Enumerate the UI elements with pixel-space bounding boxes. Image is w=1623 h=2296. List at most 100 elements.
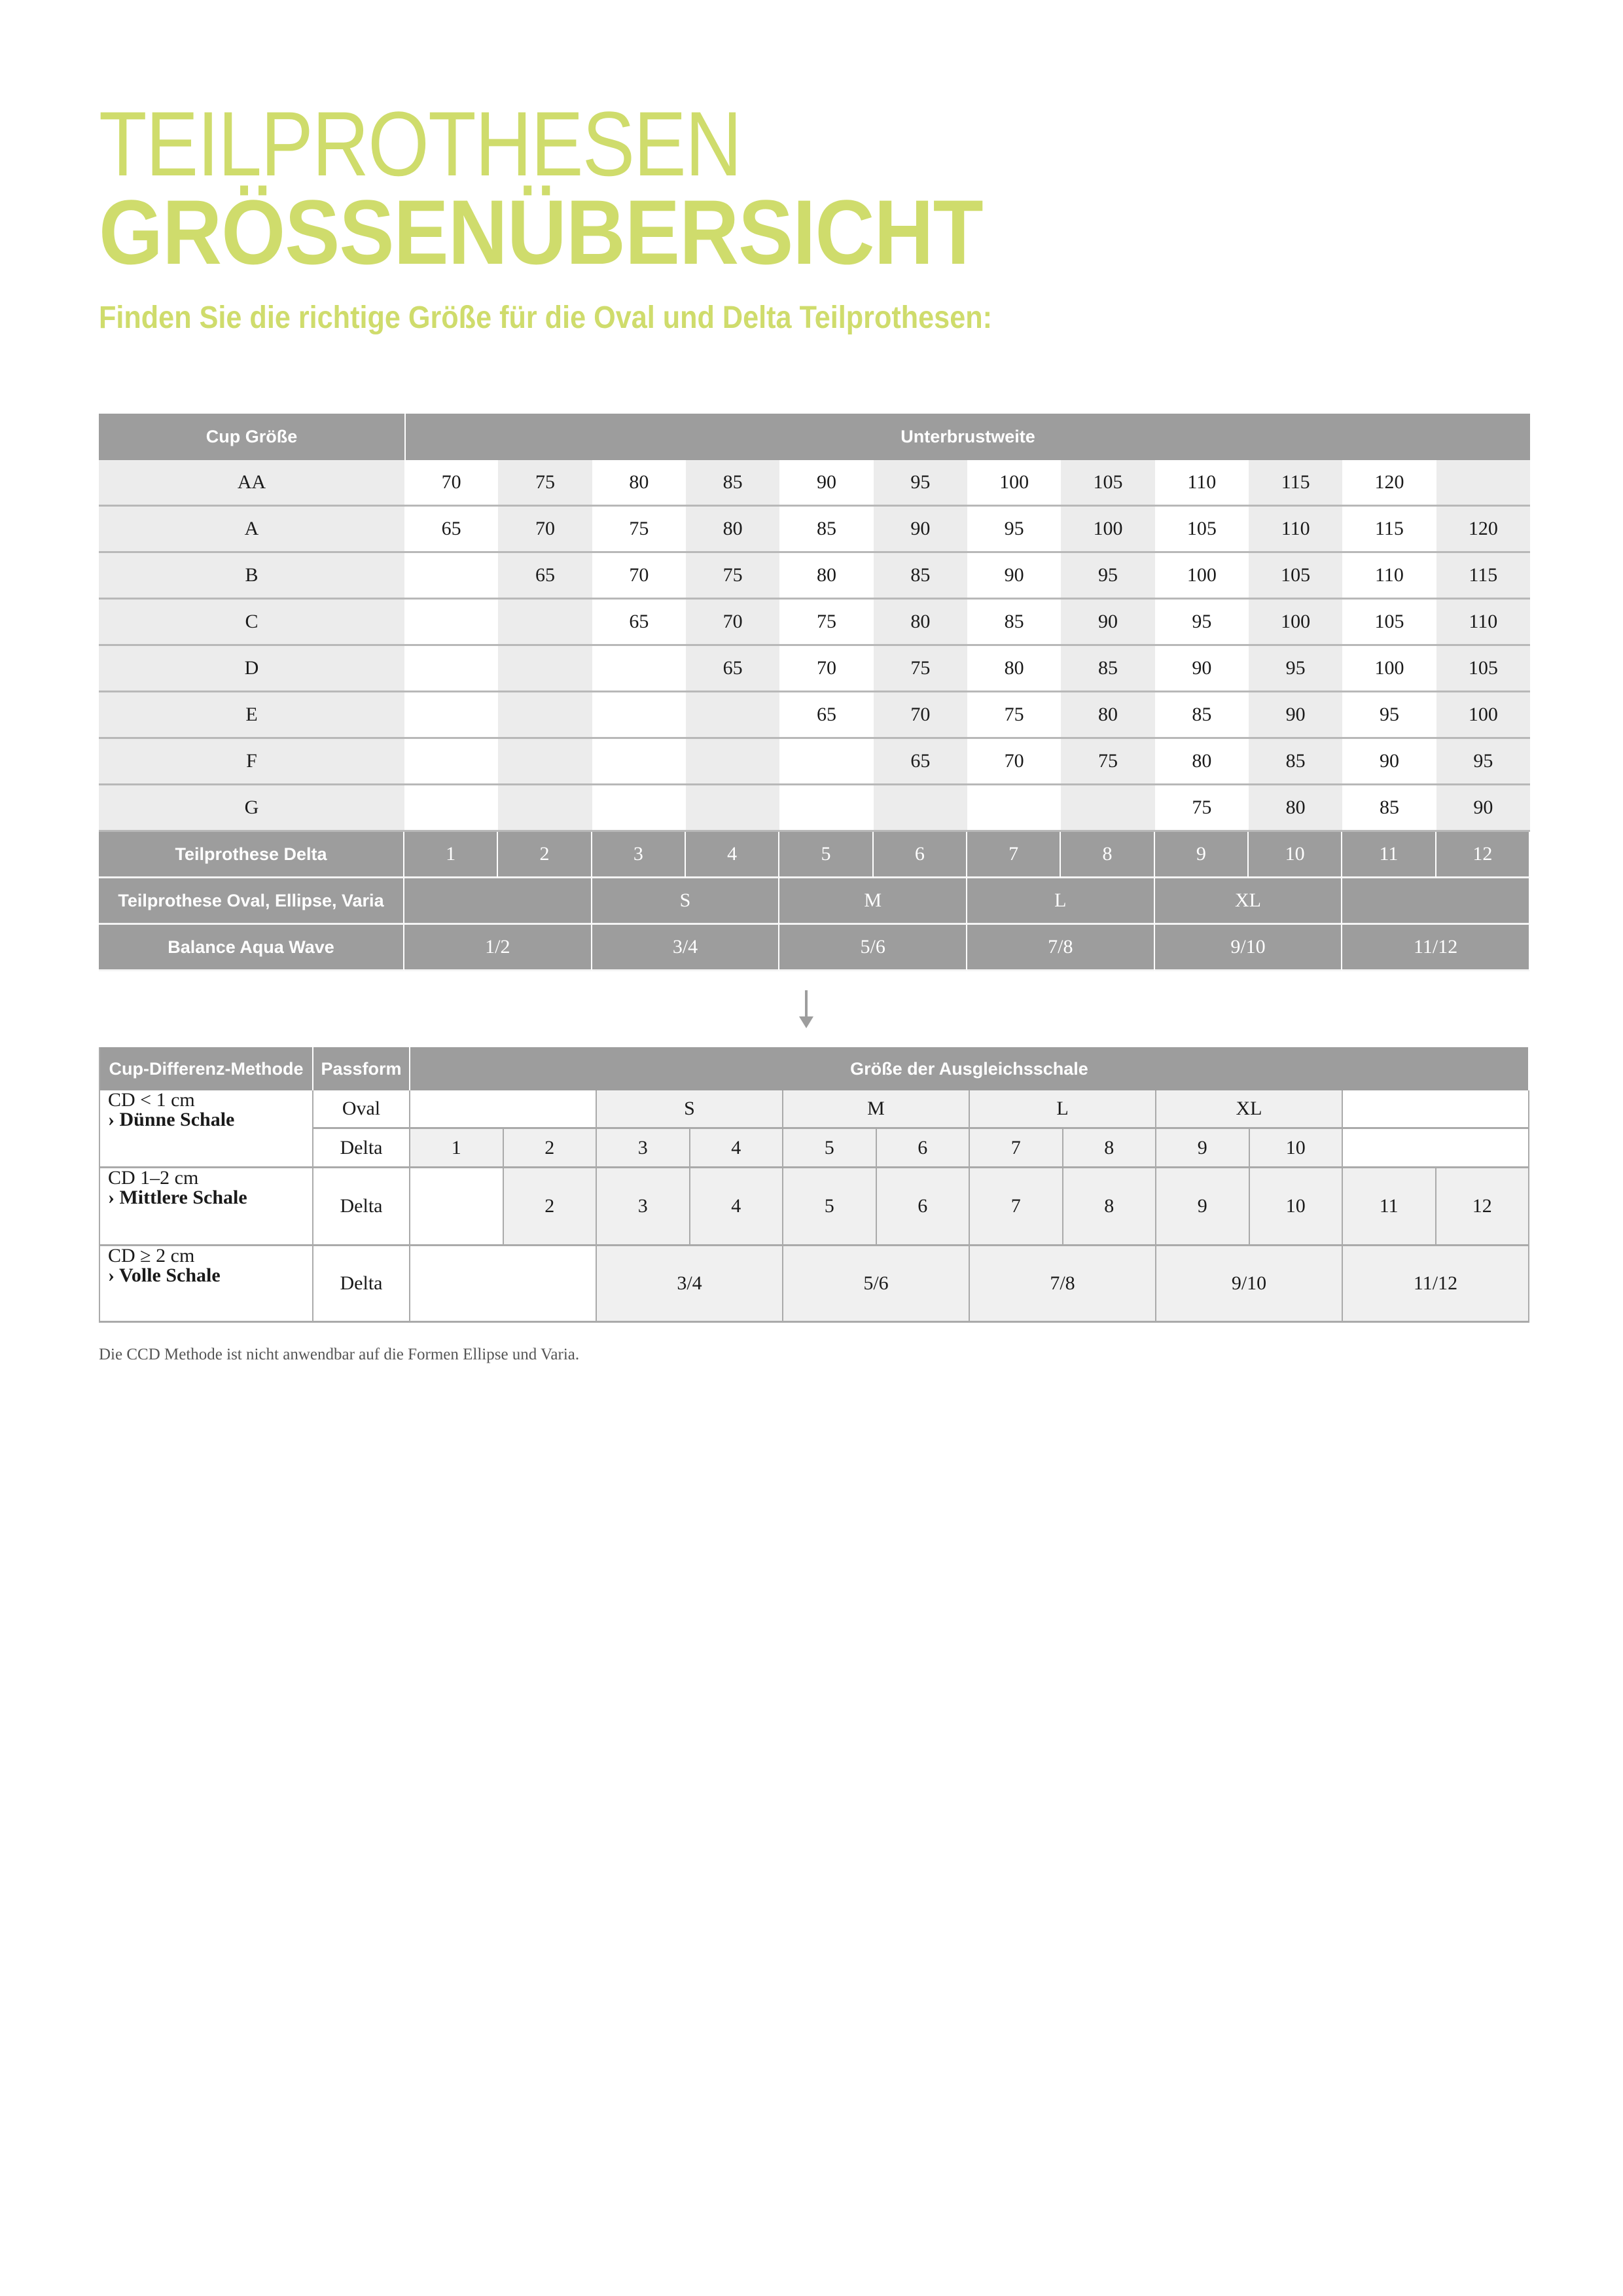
underbust-value: 90 [1154,646,1249,692]
shell-size: S [597,1090,783,1129]
delta-size: 9 [1154,832,1249,878]
shell-size: 3/4 [597,1246,783,1323]
underbust-value: 90 [967,553,1061,600]
underbust-value: 90 [1248,692,1343,739]
underbust-value [685,785,780,832]
underbust-value: 75 [873,646,967,692]
underbust-value: 80 [779,553,874,600]
underbust-value: 110 [1154,460,1249,507]
delta-size: 4 [685,832,780,878]
underbust-value: 80 [1248,785,1343,832]
cup-size-label: G [99,785,404,832]
arrow-down-icon [799,990,813,1028]
underbust-value [685,739,780,785]
underbust-value: 105 [1248,553,1343,600]
underbust-value: 120 [1342,460,1436,507]
fit-oval: Oval [313,1090,410,1129]
underbust-value: 65 [685,646,780,692]
row-label-delta: Teilprothese Delta [99,832,404,878]
underbust-value: 80 [873,600,967,646]
underbust-value: 115 [1342,507,1436,553]
shell-size: 5 [783,1168,877,1246]
underbust-value [498,785,592,832]
underbust-value: 85 [685,460,780,507]
underbust-value: 100 [1248,600,1343,646]
shell-size: 6 [876,1168,970,1246]
underbust-value [404,785,499,832]
underbust-value: 75 [1061,739,1155,785]
underbust-value: 110 [1342,553,1436,600]
underbust-value: 80 [1061,692,1155,739]
delta-size: 1 [404,832,499,878]
underbust-value: 115 [1436,553,1530,600]
shell-type: › Mittlere Schale [108,1187,247,1208]
shell-size: 10 [1249,1129,1343,1168]
delta-size: 8 [1061,832,1155,878]
shell-size: 11/12 [1343,1246,1529,1323]
delta-size: 11 [1342,832,1436,878]
shell-size: XL [1156,1090,1343,1129]
shell-size: 6 [876,1129,970,1168]
shell-size: 7 [970,1129,1063,1168]
underbust-value [498,600,592,646]
underbust-value: 100 [1436,692,1530,739]
underbust-value: 100 [1154,553,1249,600]
underbust-value: 75 [498,460,592,507]
page-title-line2: GRÖSSENÜBERSICHT [99,181,984,283]
shell-size: 9/10 [1156,1246,1343,1323]
underbust-value: 95 [1342,692,1436,739]
underbust-value [592,646,686,692]
underbust-value: 95 [1154,600,1249,646]
delta-size: 6 [873,832,967,878]
shell-size: 4 [690,1168,783,1246]
shell-size: 9 [1156,1129,1250,1168]
underbust-value [873,785,967,832]
aqua-size: 5/6 [779,925,967,971]
underbust-value: 120 [1436,507,1530,553]
shell-size: L [970,1090,1156,1129]
fit-delta: Delta [313,1129,410,1168]
cup-size-label: C [99,600,404,646]
oval-size: S [592,878,780,925]
page-title-line1: TEILPROTHESEN [99,92,742,195]
underbust-value: 80 [592,460,686,507]
underbust-value: 95 [873,460,967,507]
underbust-value [404,646,499,692]
fit-delta: Delta [313,1246,410,1323]
shell-size: 11 [1343,1168,1436,1246]
underbust-value: 85 [1248,739,1343,785]
delta-size: 12 [1436,832,1530,878]
delta-size: 7 [967,832,1061,878]
underbust-value [498,739,592,785]
underbust-value [779,739,874,785]
shell-size: 5 [783,1129,877,1168]
cd-label-full: CD ≥ 2 cm › Volle Schale [100,1246,313,1323]
footnote: Die CCD Methode ist nicht anwendbar auf … [99,1346,580,1363]
shell-size: 7/8 [970,1246,1156,1323]
cup-size-label: AA [99,460,404,507]
underbust-value [779,785,874,832]
cd-label-medium: CD 1–2 cm › Mittlere Schale [100,1168,313,1246]
shell-size: 2 [503,1129,597,1168]
underbust-value: 80 [685,507,780,553]
shell-size [410,1246,597,1323]
underbust-value: 70 [498,507,592,553]
cup-size-label: B [99,553,404,600]
underbust-value [404,600,499,646]
underbust-value: 100 [1061,507,1155,553]
shell-size: 2 [503,1168,597,1246]
oval-size: M [779,878,967,925]
size-table: Cup Größe Unterbrustweite AA 70 75 80 85 90 95 10… [99,414,1530,971]
shell-size: 1 [410,1129,504,1168]
underbust-value: 105 [1436,646,1530,692]
underbust-value: 90 [1061,600,1155,646]
underbust-value: 65 [498,553,592,600]
shell-size: M [783,1090,970,1129]
header-underbust: Unterbrustweite [404,414,1530,460]
underbust-value: 95 [1436,739,1530,785]
underbust-value: 95 [967,507,1061,553]
underbust-value: 65 [592,600,686,646]
underbust-value: 85 [1154,692,1249,739]
aqua-size: 3/4 [592,925,780,971]
underbust-value: 85 [967,600,1061,646]
